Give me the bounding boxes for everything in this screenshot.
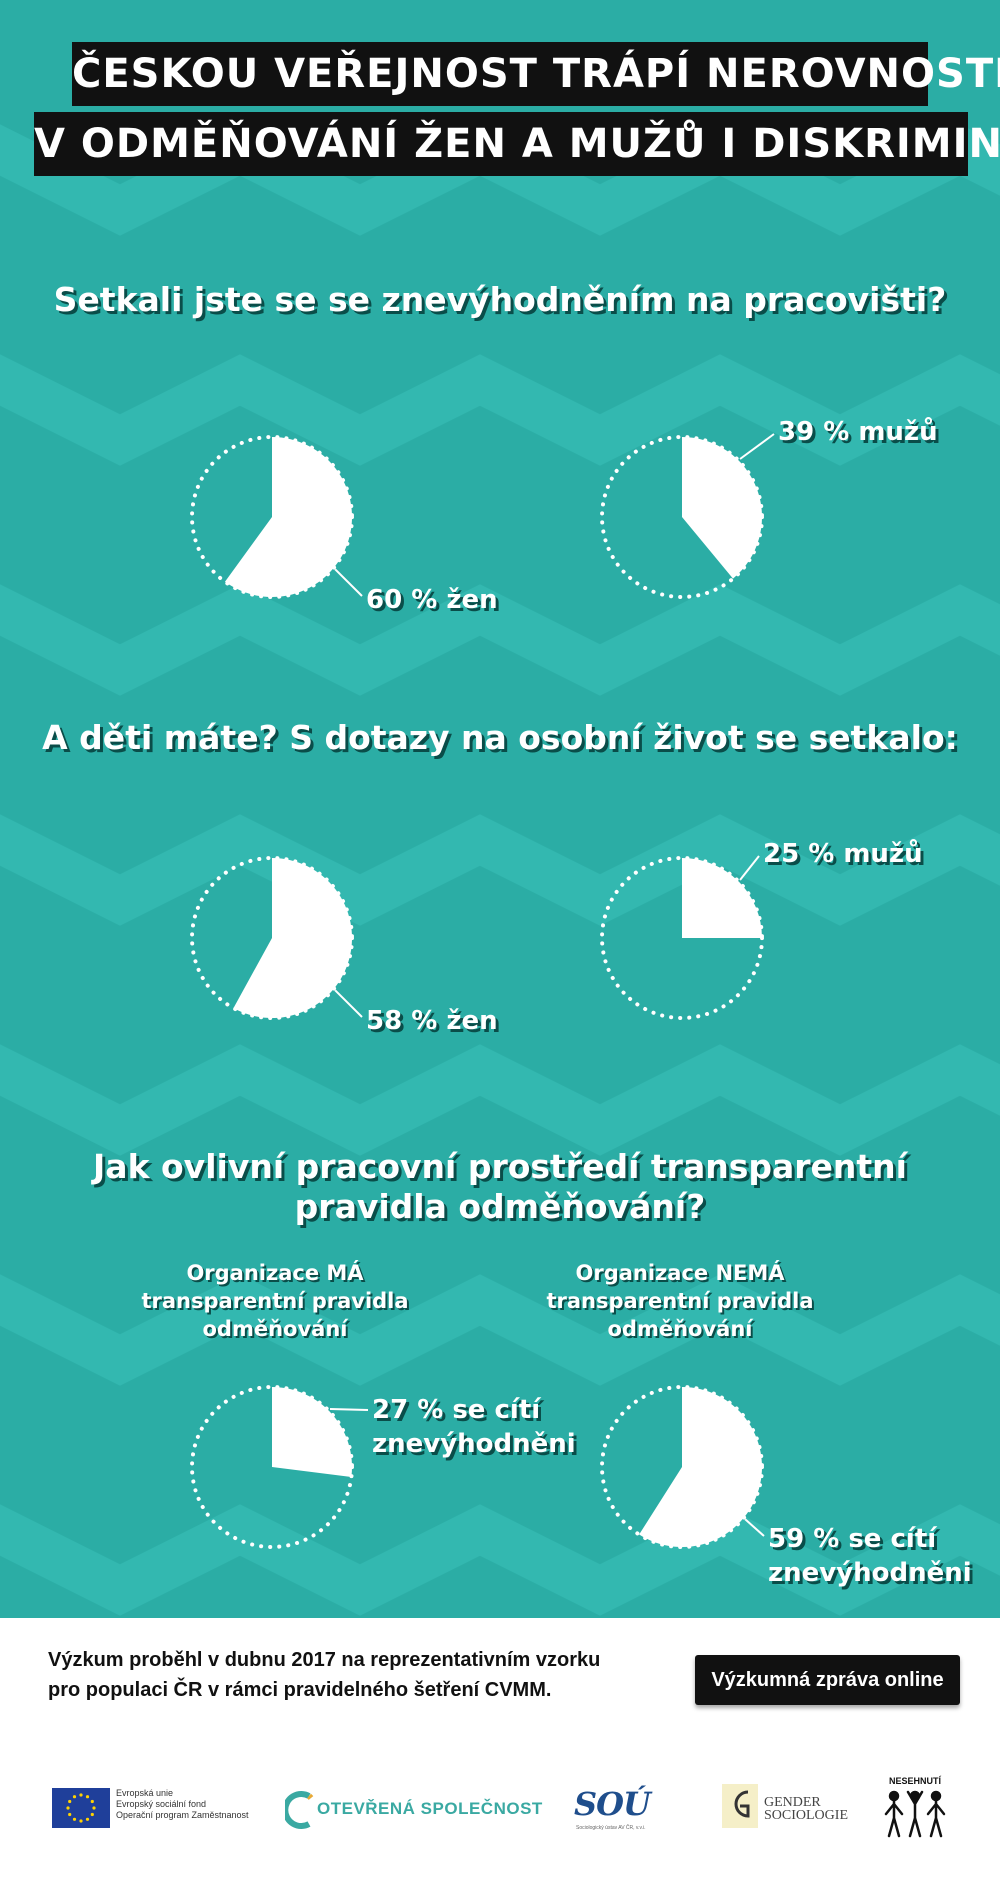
teal-background: ČESKOU VEŘEJNOST TRÁPÍ NEROVNOSTI V ODMĚ… [0,0,1000,1618]
eu-stars-icon [66,1793,96,1823]
pie-chart-2 [600,433,775,599]
question-3-line-1: Jak ovlivní pracovní prostředí transpare… [93,1147,907,1186]
eu-star [92,1806,96,1810]
pie-chart-6 [600,1385,765,1549]
eu-star [79,1819,83,1823]
pie-chart-5 [190,1385,369,1549]
pie-charts [190,433,775,1549]
pie-dotted-outline [600,435,764,599]
eu-star [85,1795,90,1799]
pie-slice [272,1387,353,1478]
pie-dotted-outline [600,1385,764,1549]
eu-star [68,1812,72,1817]
eu-flag-logo [52,1788,110,1828]
pie-chart-4 [600,855,764,1020]
eu-star [72,1795,77,1799]
eu-star [72,1817,77,1821]
org-label-ma-line-2: transparentní pravidla [141,1289,409,1313]
footer-note-line-1: Výzkum proběhl v dubnu 2017 na reprezent… [48,1649,601,1671]
pie-leader-line [334,989,363,1018]
pie-leader-line [744,1518,765,1537]
question-2: A děti máte? S dotazy na osobní život se… [42,718,958,757]
pie-label-org-ma: 27 % se cítí znevýhodněni [372,1393,576,1461]
gs-logo-text: GENDER SOCIOLOGIE [764,1795,848,1823]
eu-star [90,1799,94,1804]
footer-note-line-2: pro populaci ČR v rámci pravidelného šet… [48,1679,552,1701]
research-report-button[interactable]: Výzkumná zpráva online [695,1655,960,1705]
eu-star [85,1817,90,1821]
pie-label-women-personal-questions: 58 % žen [366,1006,498,1036]
pie-label-org-nema-line-1: 59 % se cítí [768,1524,937,1554]
zigzag-band [0,354,1000,466]
pie-label-women-disadvantaged: 60 % žen [366,585,498,615]
title-line-1: ČESKOU VEŘEJNOST TRÁPÍ NEROVNOSTI [72,42,1000,106]
sou-logo-text: SOÚ [574,1785,651,1823]
pie-label-org-ma-line-1: 27 % se cítí [372,1395,541,1425]
pie-label-org-nema: 59 % se cítí znevýhodněni [768,1522,972,1590]
pie-chart-3 [190,856,363,1020]
eu-star [79,1793,83,1797]
people-figures-icon [884,1790,946,1838]
pie-leader-line [739,855,760,881]
pie-slice [682,858,762,938]
question-3-line-2: pravidla odměňování? [294,1187,706,1226]
title-line-2: V ODMĚŇOVÁNÍ ŽEN A MUŽŮ I DISKRIMINACE [34,112,1000,176]
pie-slice [233,858,353,1018]
os-circle-icon [285,1791,314,1829]
gender-sociologie-logo: GENDER SOCIOLOGIE [718,1778,848,1834]
org-label-ma: Organizace MÁ transparentní pravidla odm… [95,1259,455,1343]
org-label-nema-line-2: transparentní pravidla [546,1289,814,1313]
eu-star [68,1799,72,1804]
eu-logo-line-2: Evropský sociální fond [116,1799,207,1809]
os-logo-text: OTEVŘENÁ SPOLEČNOST [317,1799,543,1818]
zigzag-band [0,814,1000,926]
org-label-ma-line-1: Organizace MÁ [186,1261,364,1285]
pie-label-org-nema-line-2: znevýhodněni [768,1558,972,1588]
footer-note: Výzkum proběhl v dubnu 2017 na reprezent… [48,1645,648,1705]
eu-logo-text: Evropská unie Evropský sociální fond Ope… [116,1788,256,1821]
eu-logo-line-1: Evropská unie [116,1788,174,1798]
pie-leader-line [329,1408,369,1411]
gs-logo-line-2: SOCIOLOGIE [764,1808,848,1823]
question-1: Setkali jste se se znevýhodněním na prac… [53,280,947,319]
nh-logo-text: NESEHNUTÍ [888,1776,941,1786]
zigzag-pattern [0,124,1000,1616]
org-label-nema-line-1: Organizace NEMÁ [575,1261,785,1285]
pie-label-org-ma-line-2: znevýhodněni [372,1429,576,1459]
org-label-ma-line-3: odměňování [202,1317,348,1341]
zigzag-band [0,1274,1000,1386]
zigzag-band [0,584,1000,696]
pie-slice [639,1387,762,1547]
org-label-nema: Organizace NEMÁ transparentní pravidla o… [500,1259,860,1343]
zigzag-band [0,1504,1000,1616]
eu-star [90,1812,94,1817]
gs-monogram-icon [722,1784,758,1828]
sou-logo-subtext: Sociologický ústav AV ČR, v.v.i. [576,1825,646,1831]
nesehnuti-logo: NESEHNUTÍ [880,1776,950,1842]
org-label-nema-line-3: odměňování [607,1317,753,1341]
pie-leader-line [334,568,363,597]
pie-slice [682,437,762,579]
pie-chart-1 [190,435,363,599]
pie-label-men-personal-questions: 25 % mužů [763,839,923,869]
question-3: Jak ovlivní pracovní prostředí transpare… [0,1147,1000,1227]
zigzag-band [0,124,1000,236]
eu-logo-line-3: Operační program Zaměstnanost [116,1810,249,1820]
otevrena-spolecnost-logo: OTEVŘENÁ SPOLEČNOST [285,1790,542,1830]
sou-logo: SOÚ Sociologický ústav AV ČR, v.v.i. [572,1785,652,1835]
zigzag-band [0,1044,1000,1156]
pie-leader-line [739,433,775,460]
gs-logo-line-1: GENDER [764,1795,821,1810]
eu-star [66,1806,70,1810]
pie-label-men-disadvantaged: 39 % mužů [778,417,938,447]
pie-slice [224,437,353,597]
